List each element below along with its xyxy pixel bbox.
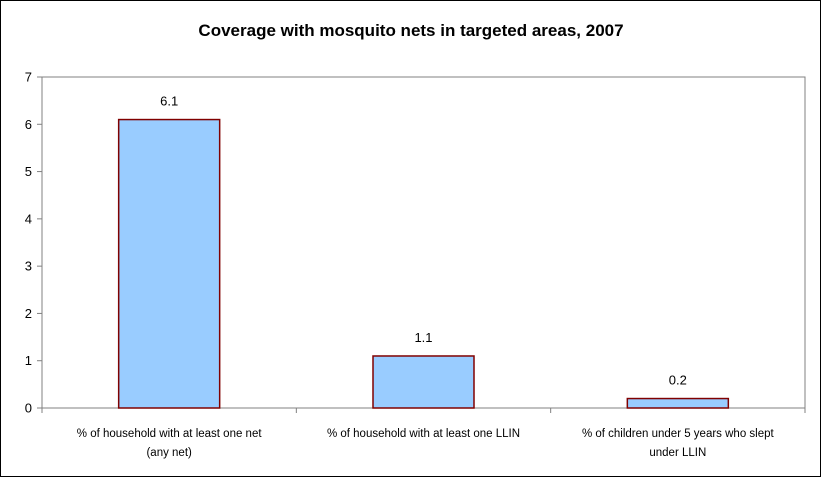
y-tick-label: 2: [25, 306, 32, 321]
y-tick-label: 4: [25, 211, 32, 226]
bar: [117, 118, 221, 409]
y-tick-label: 7: [25, 70, 32, 85]
y-tick-label: 5: [25, 164, 32, 179]
plot-area: 0 1 2 3 4 5 6 7 6.1 % of household with at least …: [25, 70, 806, 459]
x-category-label: % of household with at least one net: [77, 428, 263, 440]
bar: [626, 397, 730, 409]
x-category-label: (any net): [146, 447, 192, 459]
x-category-label: % of children under 5 years who slept: [582, 428, 775, 440]
data-label: 1.1: [414, 330, 432, 345]
bar: [372, 355, 475, 409]
y-tick-label: 6: [25, 117, 32, 132]
chart-title: Coverage with mosquito nets in targeted …: [198, 21, 623, 40]
y-tick-label: 0: [25, 401, 32, 416]
y-tick-label: 3: [25, 259, 32, 274]
data-label: 0.2: [669, 373, 687, 388]
x-category-label: % of household with at least one LLIN: [327, 428, 520, 440]
x-category-label: under LLIN: [649, 447, 706, 459]
y-tick-label: 1: [25, 353, 32, 368]
data-label: 6.1: [160, 94, 178, 109]
